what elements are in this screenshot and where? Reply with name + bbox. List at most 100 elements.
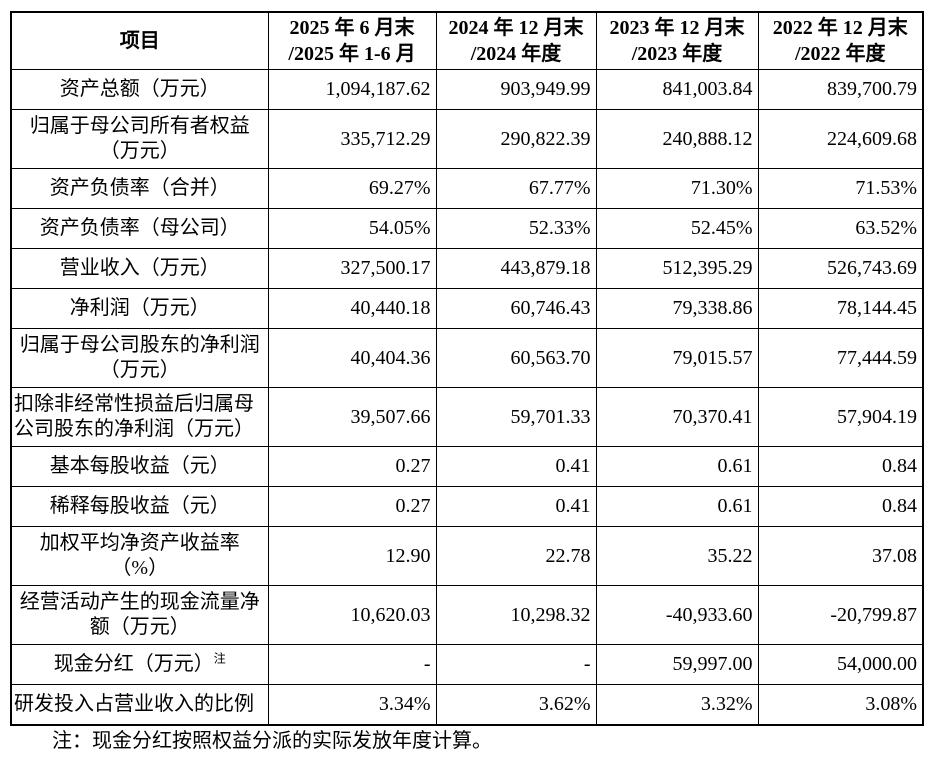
- cell-value: 839,700.79: [757, 69, 924, 110]
- row-label-text: 营业收入（万元）: [59, 257, 220, 279]
- cell-value: 3.62%: [435, 684, 597, 725]
- row-label: 资产负债率（合并）: [10, 168, 269, 209]
- period-line2: /2022 年度: [794, 43, 886, 65]
- row-label: 经营活动产生的现金流量净 额（万元）: [10, 585, 269, 645]
- cell-value: 903,949.99: [435, 69, 597, 110]
- column-header-period-2023: 2023 年 12 月末 /2023 年度: [595, 11, 759, 70]
- row-label-text: 加权平均净资产收益率 （%）: [39, 532, 240, 579]
- cell-value: 79,338.86: [595, 288, 759, 329]
- row-label-text: 归属于母公司所有者权益 （万元）: [29, 115, 250, 162]
- row-label-text: 基本每股收益（元）: [49, 455, 230, 477]
- cell-value: 59,701.33: [435, 387, 597, 447]
- row-label: 扣除非经常性损益后归属母 公司股东的净利润（万元）: [10, 387, 269, 447]
- cell-value: 443,879.18: [435, 248, 597, 289]
- row-label: 归属于母公司所有者权益 （万元）: [10, 109, 269, 169]
- cell-value: 12.90: [267, 526, 437, 586]
- column-header-period-2022: 2022 年 12 月末 /2022 年度: [757, 11, 924, 70]
- period-line1: 2022 年 12 月末: [772, 17, 908, 39]
- row-label: 资产总额（万元）: [10, 69, 269, 110]
- cell-value: 54.05%: [267, 208, 437, 249]
- cell-value: 335,712.29: [267, 109, 437, 169]
- row-label-text: 扣除非经常性损益后归属母 公司股东的净利润（万元）: [14, 393, 254, 440]
- cell-value: 0.84: [757, 486, 924, 527]
- cell-value: 40,404.36: [267, 328, 437, 388]
- row-label: 研发投入占营业收入的比例: [10, 684, 269, 725]
- row-label: 加权平均净资产收益率 （%）: [10, 526, 269, 586]
- row-label-text: 经营活动产生的现金流量净 额（万元）: [19, 591, 260, 638]
- cell-value: -40,933.60: [595, 585, 759, 645]
- cell-value: 290,822.39: [435, 109, 597, 169]
- cell-value: -: [267, 644, 437, 685]
- cell-value: 1,094,187.62: [267, 69, 437, 110]
- cell-value: 0.61: [595, 446, 759, 487]
- cell-value: 0.27: [267, 446, 437, 487]
- cell-value: 60,563.70: [435, 328, 597, 388]
- cell-value: 52.33%: [435, 208, 597, 249]
- row-label: 基本每股收益（元）: [10, 446, 269, 487]
- row-label-text: 现金分红（万元）: [53, 653, 214, 675]
- table-row: 基本每股收益（元） 0.27 0.41 0.61 0.84: [10, 446, 924, 487]
- table-row: 稀释每股收益（元） 0.27 0.41 0.61 0.84: [10, 486, 924, 527]
- row-label: 营业收入（万元）: [10, 248, 269, 289]
- row-label-text: 归属于母公司股东的净利润 （万元）: [19, 334, 260, 381]
- column-header-item: 项目: [10, 11, 269, 70]
- table-row: 经营活动产生的现金流量净 额（万元） 10,620.03 10,298.32 -40,…: [10, 585, 924, 645]
- cell-value: 57,904.19: [757, 387, 924, 447]
- row-label-text: 资产负债率（合并）: [49, 177, 230, 199]
- cell-value: 0.61: [595, 486, 759, 527]
- cell-value: 0.41: [435, 446, 597, 487]
- table-row: 归属于母公司所有者权益 （万元） 335,712.29 290,822.39 240,…: [10, 109, 924, 169]
- cell-value: 240,888.12: [595, 109, 759, 169]
- table-row: 加权平均净资产收益率 （%） 12.90 22.78 35.22 37.08: [10, 526, 924, 586]
- cell-value: 60,746.43: [435, 288, 597, 329]
- cell-value: 327,500.17: [267, 248, 437, 289]
- cell-value: -: [435, 644, 597, 685]
- row-label-text: 资产负债率（母公司）: [39, 217, 240, 239]
- table-header-row: 项目 2025 年 6 月末 /2025 年 1-6 月 2024 年 12 月…: [10, 11, 924, 70]
- cell-value: 841,003.84: [595, 69, 759, 110]
- period-line1: 2024 年 12 月末: [448, 17, 584, 39]
- cell-value: 37.08: [757, 526, 924, 586]
- cell-value: 59,997.00: [595, 644, 759, 685]
- column-header-period-2025: 2025 年 6 月末 /2025 年 1-6 月: [267, 11, 437, 70]
- cell-value: 39,507.66: [267, 387, 437, 447]
- row-label-text: 研发投入占营业收入的比例: [14, 692, 254, 715]
- cell-value: 10,298.32: [435, 585, 597, 645]
- cell-value: 3.34%: [267, 684, 437, 725]
- cell-value: 3.32%: [595, 684, 759, 725]
- cell-value: -20,799.87: [757, 585, 924, 645]
- cell-value: 22.78: [435, 526, 597, 586]
- row-label: 资产负债率（母公司）: [10, 208, 269, 249]
- cell-value: 526,743.69: [757, 248, 924, 289]
- period-line2: /2025 年 1-6 月: [288, 43, 416, 65]
- row-label-text: 资产总额（万元）: [59, 78, 220, 100]
- table-row: 营业收入（万元） 327,500.17 443,879.18 512,395.29 52…: [10, 248, 924, 289]
- cell-value: 10,620.03: [267, 585, 437, 645]
- period-line2: /2023 年度: [631, 43, 723, 65]
- cell-value: 512,395.29: [595, 248, 759, 289]
- row-label-text: 稀释每股收益（元）: [49, 495, 230, 517]
- cell-value: 0.41: [435, 486, 597, 527]
- table-row: 资产负债率（合并） 69.27% 67.77% 71.30% 71.53%: [10, 168, 924, 209]
- cell-value: 70,370.41: [595, 387, 759, 447]
- cell-value: 69.27%: [267, 168, 437, 209]
- cell-value: 0.27: [267, 486, 437, 527]
- cell-value: 79,015.57: [595, 328, 759, 388]
- cell-value: 224,609.68: [757, 109, 924, 169]
- column-header-period-2024: 2024 年 12 月末 /2024 年度: [435, 11, 597, 70]
- cell-value: 77,444.59: [757, 328, 924, 388]
- cell-value: 63.52%: [757, 208, 924, 249]
- footnote-marker: 注: [213, 651, 226, 666]
- cell-value: 0.84: [757, 446, 924, 487]
- row-label: 稀释每股收益（元）: [10, 486, 269, 527]
- financial-summary-table: 项目 2025 年 6 月末 /2025 年 1-6 月 2024 年 12 月…: [10, 11, 924, 726]
- row-label: 净利润（万元）: [10, 288, 269, 329]
- financial-summary-table-wrap: 项目 2025 年 6 月末 /2025 年 1-6 月 2024 年 12 月…: [10, 11, 924, 726]
- cell-value: 71.53%: [757, 168, 924, 209]
- period-line1: 2025 年 6 月末: [289, 17, 415, 39]
- table-footnote: 注：现金分红按照权益分派的实际发放年度计算。: [52, 730, 492, 752]
- row-label: 现金分红（万元）注: [10, 644, 269, 685]
- cell-value: 3.08%: [757, 684, 924, 725]
- cell-value: 35.22: [595, 526, 759, 586]
